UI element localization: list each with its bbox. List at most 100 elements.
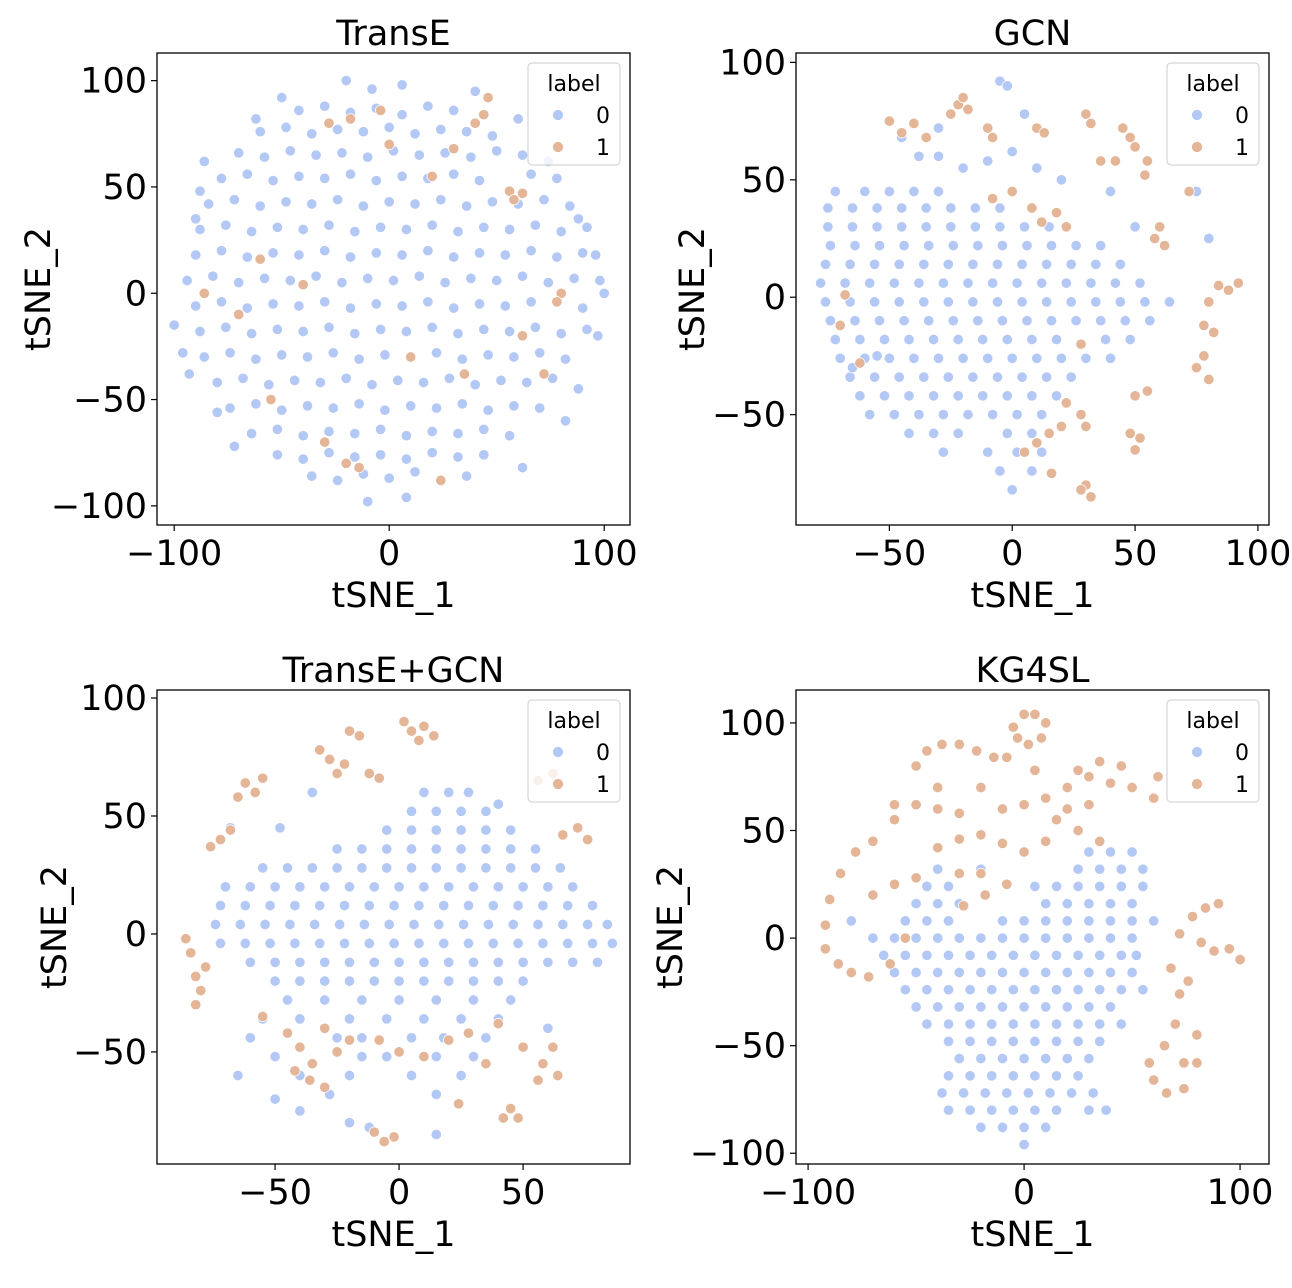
point-label-0 <box>964 1018 976 1030</box>
point-label-0 <box>246 428 258 440</box>
point-label-1 <box>1129 444 1141 456</box>
point-label-0 <box>582 918 594 931</box>
point-label-1 <box>254 253 266 265</box>
point-label-0 <box>987 409 999 421</box>
point-label-0 <box>211 376 223 389</box>
point-label-1 <box>975 829 987 841</box>
point-label-1 <box>896 127 908 139</box>
point-label-1 <box>304 1074 316 1086</box>
y-axis-label: tSNE_2 <box>35 865 75 989</box>
point-label-0 <box>448 251 460 263</box>
y-tick-label: −100 <box>690 1134 786 1174</box>
point-label-0 <box>542 277 554 289</box>
point-label-1 <box>547 1041 559 1053</box>
point-label-0 <box>1148 915 1160 927</box>
point-label-0 <box>381 862 393 874</box>
point-label-1 <box>232 791 244 803</box>
point-label-1 <box>920 131 932 144</box>
point-label-1 <box>1208 326 1220 338</box>
point-label-0 <box>1061 932 1073 944</box>
x-axis-label: tSNE_1 <box>331 576 455 616</box>
point-label-0 <box>525 245 537 257</box>
chart-title: TransE <box>335 14 451 54</box>
point-label-0 <box>473 298 486 310</box>
axes-frame <box>795 52 1270 526</box>
point-label-0 <box>343 1069 356 1082</box>
point-label-0 <box>975 1053 987 1065</box>
point-label-0 <box>1090 296 1102 308</box>
point-label-0 <box>492 956 504 968</box>
point-label-0 <box>370 247 382 259</box>
point-label-0 <box>945 221 957 233</box>
point-label-0 <box>525 168 537 180</box>
point-label-0 <box>854 390 866 402</box>
point-label-0 <box>467 1051 480 1063</box>
point-label-0 <box>405 400 417 412</box>
point-label-0 <box>1115 1018 1127 1030</box>
point-label-0 <box>1070 240 1082 252</box>
point-label-0 <box>1163 296 1176 308</box>
point-label-1 <box>1178 1083 1190 1095</box>
point-label-0 <box>383 472 395 484</box>
point-label-1 <box>306 1058 318 1070</box>
point-label-0 <box>228 194 240 206</box>
point-label-0 <box>910 966 922 979</box>
point-label-0 <box>994 221 1006 233</box>
point-label-0 <box>400 223 412 236</box>
point-label-0 <box>375 423 387 435</box>
point-label-0 <box>517 881 529 893</box>
point-label-0 <box>306 198 318 210</box>
point-label-0 <box>224 347 236 359</box>
y-tick-label: 50 <box>741 161 786 201</box>
point-label-1 <box>971 745 983 757</box>
point-label-0 <box>392 374 404 386</box>
point-label-1 <box>323 117 335 129</box>
point-label-1 <box>979 889 991 901</box>
point-label-1 <box>1198 350 1210 362</box>
point-label-0 <box>422 296 434 308</box>
point-label-0 <box>991 371 1004 383</box>
point-label-0 <box>898 315 910 327</box>
legend-box <box>1166 62 1260 166</box>
y-tick-label: 100 <box>80 62 147 102</box>
x-tick-label: −50 <box>238 1173 312 1213</box>
point-label-0 <box>994 465 1006 477</box>
point-label-0 <box>1001 427 1013 439</box>
point-label-0 <box>1130 949 1142 961</box>
point-label-1 <box>289 1065 301 1077</box>
point-label-0 <box>168 319 180 331</box>
y-tick-label: −50 <box>712 396 786 436</box>
point-label-1 <box>884 958 896 970</box>
point-label-0 <box>499 249 511 261</box>
point-label-0 <box>357 200 369 212</box>
point-label-1 <box>953 807 965 819</box>
point-label-0 <box>396 300 408 312</box>
point-label-1 <box>478 109 490 121</box>
point-label-1 <box>888 878 901 890</box>
point-label-0 <box>190 249 202 261</box>
point-label-0 <box>958 1087 970 1099</box>
point-label-1 <box>224 824 236 836</box>
point-label-0 <box>942 296 954 308</box>
point-label-0 <box>1029 1104 1041 1116</box>
point-label-0 <box>1115 863 1127 875</box>
point-label-0 <box>1050 1104 1063 1116</box>
point-label-0 <box>426 447 438 459</box>
point-label-0 <box>1018 1001 1030 1013</box>
point-label-0 <box>418 956 430 968</box>
point-label-0 <box>982 352 994 364</box>
point-label-0 <box>323 447 335 459</box>
point-label-0 <box>349 451 361 463</box>
point-label-0 <box>486 130 498 142</box>
x-tick-label: 0 <box>1001 534 1023 574</box>
point-label-0 <box>844 258 856 270</box>
point-label-0 <box>319 172 331 184</box>
point-label-0 <box>982 446 994 458</box>
point-label-0 <box>418 376 430 389</box>
point-label-0 <box>393 956 405 968</box>
point-label-0 <box>1045 315 1058 327</box>
point-label-0 <box>309 918 321 931</box>
point-label-1 <box>233 308 245 321</box>
point-label-1 <box>1055 420 1067 432</box>
point-label-1 <box>1148 1074 1160 1086</box>
